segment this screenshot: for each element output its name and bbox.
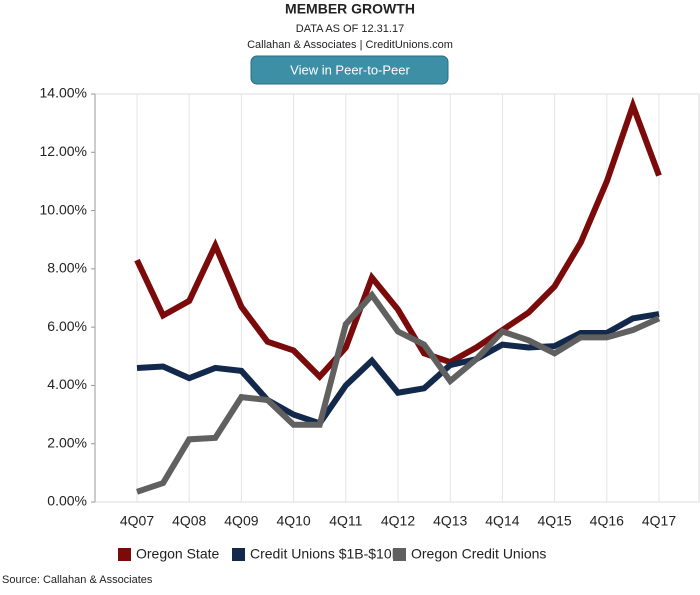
series-line	[136, 290, 661, 495]
legend-swatch	[118, 548, 131, 561]
x-tick-label: 4Q14	[485, 513, 519, 529]
y-tick-label: 6.00%	[47, 318, 87, 334]
y-tick-label: 4.00%	[47, 376, 87, 392]
legend-label: Oregon State	[136, 546, 219, 562]
x-tick-label: 4Q08	[172, 513, 206, 529]
peer-button[interactable]: View in Peer-to-Peer	[250, 55, 449, 85]
y-tick-label: 14.00%	[40, 85, 87, 101]
y-tick-label: 8.00%	[47, 260, 87, 276]
source-note: Source: Callahan & Associates	[2, 574, 153, 586]
x-tick-label: 4Q09	[224, 513, 258, 529]
y-tick-label: 12.00%	[40, 143, 87, 159]
x-tick-label: 4Q15	[537, 513, 571, 529]
x-tick-label: 4Q13	[433, 513, 467, 529]
legend-swatch	[232, 548, 245, 561]
x-tick-label: 4Q12	[381, 513, 415, 529]
x-tick-label: 4Q10	[276, 513, 310, 529]
chart-title: MEMBER GROWTH	[285, 1, 415, 17]
x-tick-label: 4Q07	[120, 513, 154, 529]
chart-subtitle: DATA AS OF 12.31.17	[296, 23, 404, 35]
y-tick-label: 10.00%	[40, 201, 87, 217]
button-background	[250, 55, 449, 85]
button-label[interactable]: View in Peer-to-Peer	[290, 62, 410, 77]
series-line	[134, 96, 662, 382]
legend-label: Credit Unions $1B-$10B	[250, 546, 401, 562]
series-line	[136, 311, 660, 427]
x-tick-label: 4Q17	[642, 513, 676, 529]
y-tick-label: 2.00%	[47, 434, 87, 450]
legend-label: Oregon Credit Unions	[411, 546, 546, 562]
x-tick-label: 4Q11	[329, 513, 362, 529]
chart-credit: Callahan & Associates | CreditUnions.com	[247, 39, 453, 51]
x-tick-label: 4Q16	[590, 513, 624, 529]
legend-swatch	[393, 548, 406, 561]
y-tick-label: 0.00%	[47, 493, 87, 509]
